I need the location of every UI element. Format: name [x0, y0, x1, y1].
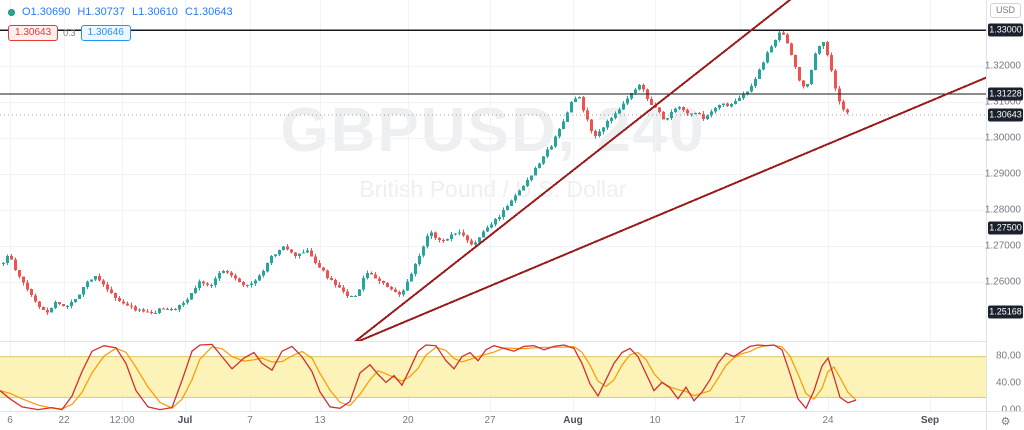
oscillator-tick-label: 40.00 [995, 377, 1021, 389]
price-tick-label: 1.28000 [984, 204, 1021, 216]
currency-label[interactable]: USD [990, 3, 1021, 18]
price-axis[interactable]: USD 1.32000 1.31000 1.30000 1.29000 1.28000 1… [984, 0, 1024, 416]
time-axis-label: 24 [822, 415, 834, 426]
ohlc-open: O1.30690 [22, 6, 71, 18]
price-badge: 1.27500 [988, 221, 1023, 235]
oscillator-band [0, 356, 986, 398]
stochastic-d-line [0, 344, 857, 410]
price-badge: 1.30643 [988, 108, 1023, 122]
price-badge: 1.31228 [988, 87, 1023, 101]
quote-panel: 1.30643 0.3 1.30646 [8, 25, 131, 41]
trendline-1[interactable] [352, 0, 800, 341]
ohlc-high: H1.30737 [77, 6, 126, 18]
stochastic-k-line [0, 343, 857, 411]
time-axis-label: 17 [734, 415, 746, 426]
price-grid-layer [0, 0, 986, 341]
price-tick-label: 1.26000 [984, 276, 1021, 288]
price-chart-canvas[interactable] [0, 0, 986, 341]
time-axis-label: 12:00 [109, 415, 135, 426]
oscillator-canvas[interactable] [0, 341, 986, 411]
settings-icon[interactable]: ⚙ [1000, 415, 1011, 428]
price-tick-label: 1.30000 [984, 132, 1021, 144]
price-tick-label: 1.31000 [984, 96, 1021, 108]
symbol-info-bar: O1.30690 H1.30737 L1.30610 C1.30643 [8, 6, 233, 18]
oscillator-grid-layer [0, 342, 986, 411]
price-tick-label: 1.29000 [984, 168, 1021, 180]
time-axis-label: 13 [314, 415, 326, 426]
price-badge: 1.25168 [988, 305, 1023, 319]
series-marker-icon [8, 8, 15, 16]
oscillator-tick-label: 0.00 [1001, 404, 1021, 416]
ohlc-low: L1.30610 [132, 6, 178, 18]
time-axis-label: Sep [920, 415, 940, 426]
buy-price-button[interactable]: 1.30646 [80, 25, 131, 41]
axis-corner: ⚙ [986, 411, 1024, 430]
candles-layer [2, 30, 849, 315]
time-axis-label: Aug [563, 415, 583, 426]
time-axis-label: 7 [247, 415, 253, 426]
price-tick-label: 1.32000 [984, 60, 1021, 72]
ohlc-close: C1.30643 [184, 6, 233, 18]
time-axis-label: 27 [484, 415, 496, 426]
price-badge: 1.33000 [988, 23, 1023, 37]
price-tick-label: 1.27000 [984, 240, 1021, 252]
time-axis-label: 20 [402, 415, 414, 426]
spread-label: 0.3 [63, 28, 76, 38]
time-axis[interactable]: 6 22 12:00 Jul 7 13 20 27 Aug 10 17 24 Sep [0, 411, 986, 430]
sell-price-button[interactable]: 1.30643 [8, 25, 59, 41]
trendline-2[interactable] [352, 76, 986, 341]
oscillator-tick-label: 80.00 [995, 350, 1021, 362]
time-axis-label: Jul [177, 415, 193, 426]
time-axis-label: 10 [649, 415, 661, 426]
time-axis-label: 6 [7, 415, 13, 426]
time-axis-label: 22 [58, 415, 70, 426]
